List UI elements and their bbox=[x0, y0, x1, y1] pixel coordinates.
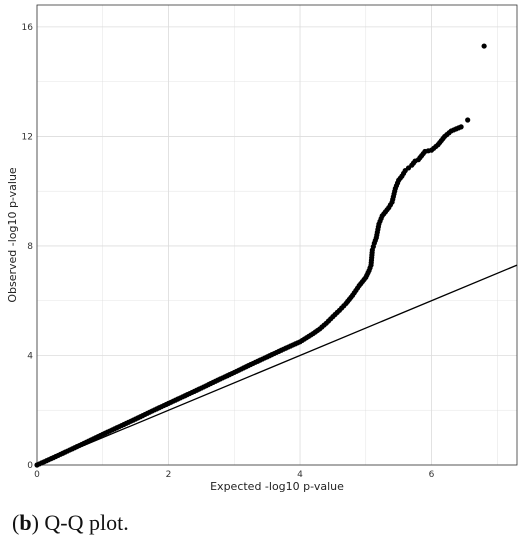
y-tick-label: 0 bbox=[27, 461, 33, 471]
x-tick-label: 2 bbox=[166, 470, 172, 480]
x-tick-label: 4 bbox=[297, 470, 303, 480]
plot-frame bbox=[36, 4, 518, 466]
y-tick-label: 16 bbox=[22, 23, 34, 33]
y-tick-label: 12 bbox=[22, 132, 33, 142]
caption-text: ) Q-Q plot. bbox=[31, 510, 129, 535]
data-points bbox=[34, 43, 487, 468]
caption-label: b bbox=[19, 510, 32, 535]
y-axis-title: Observed -log10 p-value bbox=[6, 167, 19, 303]
y-tick-label: 8 bbox=[27, 242, 33, 252]
x-axis-title: Expected -log10 p-value bbox=[210, 480, 344, 493]
x-tick-label: 0 bbox=[34, 470, 40, 480]
data-point bbox=[465, 117, 471, 123]
y-tick-label: 4 bbox=[27, 351, 33, 361]
tick-labels: 0 2 4 6 0 4 8 12 16 bbox=[22, 23, 435, 480]
figure-caption: (b) Q-Q plot. bbox=[12, 510, 129, 535]
data-point bbox=[481, 43, 487, 49]
x-tick-label: 6 bbox=[429, 470, 435, 480]
data-point bbox=[458, 124, 464, 130]
qq-plot: 0 2 4 6 0 4 8 12 16 Expected -log10 p-value Obse… bbox=[6, 4, 518, 493]
reference-line bbox=[36, 264, 518, 466]
grid-lines bbox=[36, 5, 517, 466]
